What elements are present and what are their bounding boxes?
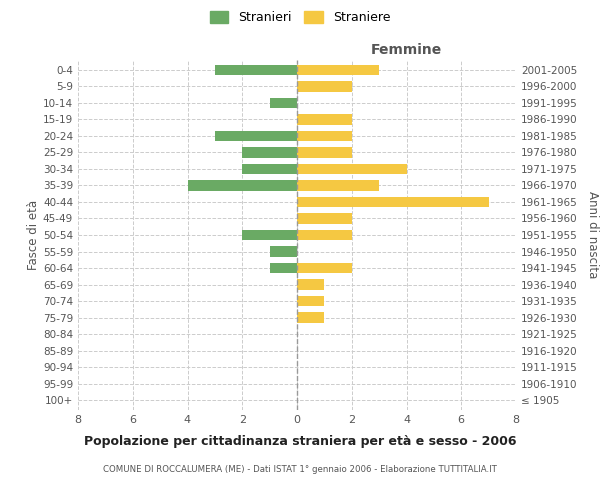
Bar <box>215 64 297 76</box>
Bar <box>297 196 488 207</box>
Bar <box>297 262 352 274</box>
Bar <box>269 262 297 274</box>
Bar <box>297 296 325 306</box>
Bar <box>297 164 407 174</box>
Legend: Stranieri, Straniere: Stranieri, Straniere <box>205 6 395 29</box>
Bar <box>297 130 352 141</box>
Bar <box>242 147 297 158</box>
Text: Popolazione per cittadinanza straniera per età e sesso - 2006: Popolazione per cittadinanza straniera p… <box>84 435 516 448</box>
Bar <box>297 213 352 224</box>
Bar <box>297 64 379 76</box>
Text: COMUNE DI ROCCALUMERA (ME) - Dati ISTAT 1° gennaio 2006 - Elaborazione TUTTITALI: COMUNE DI ROCCALUMERA (ME) - Dati ISTAT … <box>103 465 497 474</box>
Y-axis label: Anni di nascita: Anni di nascita <box>586 192 599 278</box>
Bar <box>297 279 325 290</box>
Bar <box>242 230 297 240</box>
Bar <box>269 98 297 108</box>
Bar <box>187 180 297 191</box>
Bar <box>242 164 297 174</box>
Bar <box>269 246 297 257</box>
Bar <box>297 312 325 323</box>
Bar <box>297 147 352 158</box>
Bar <box>297 114 352 125</box>
Bar <box>215 130 297 141</box>
Bar <box>297 180 379 191</box>
Y-axis label: Fasce di età: Fasce di età <box>27 200 40 270</box>
Text: Femmine: Femmine <box>371 42 442 56</box>
Bar <box>297 81 352 92</box>
Bar <box>297 230 352 240</box>
